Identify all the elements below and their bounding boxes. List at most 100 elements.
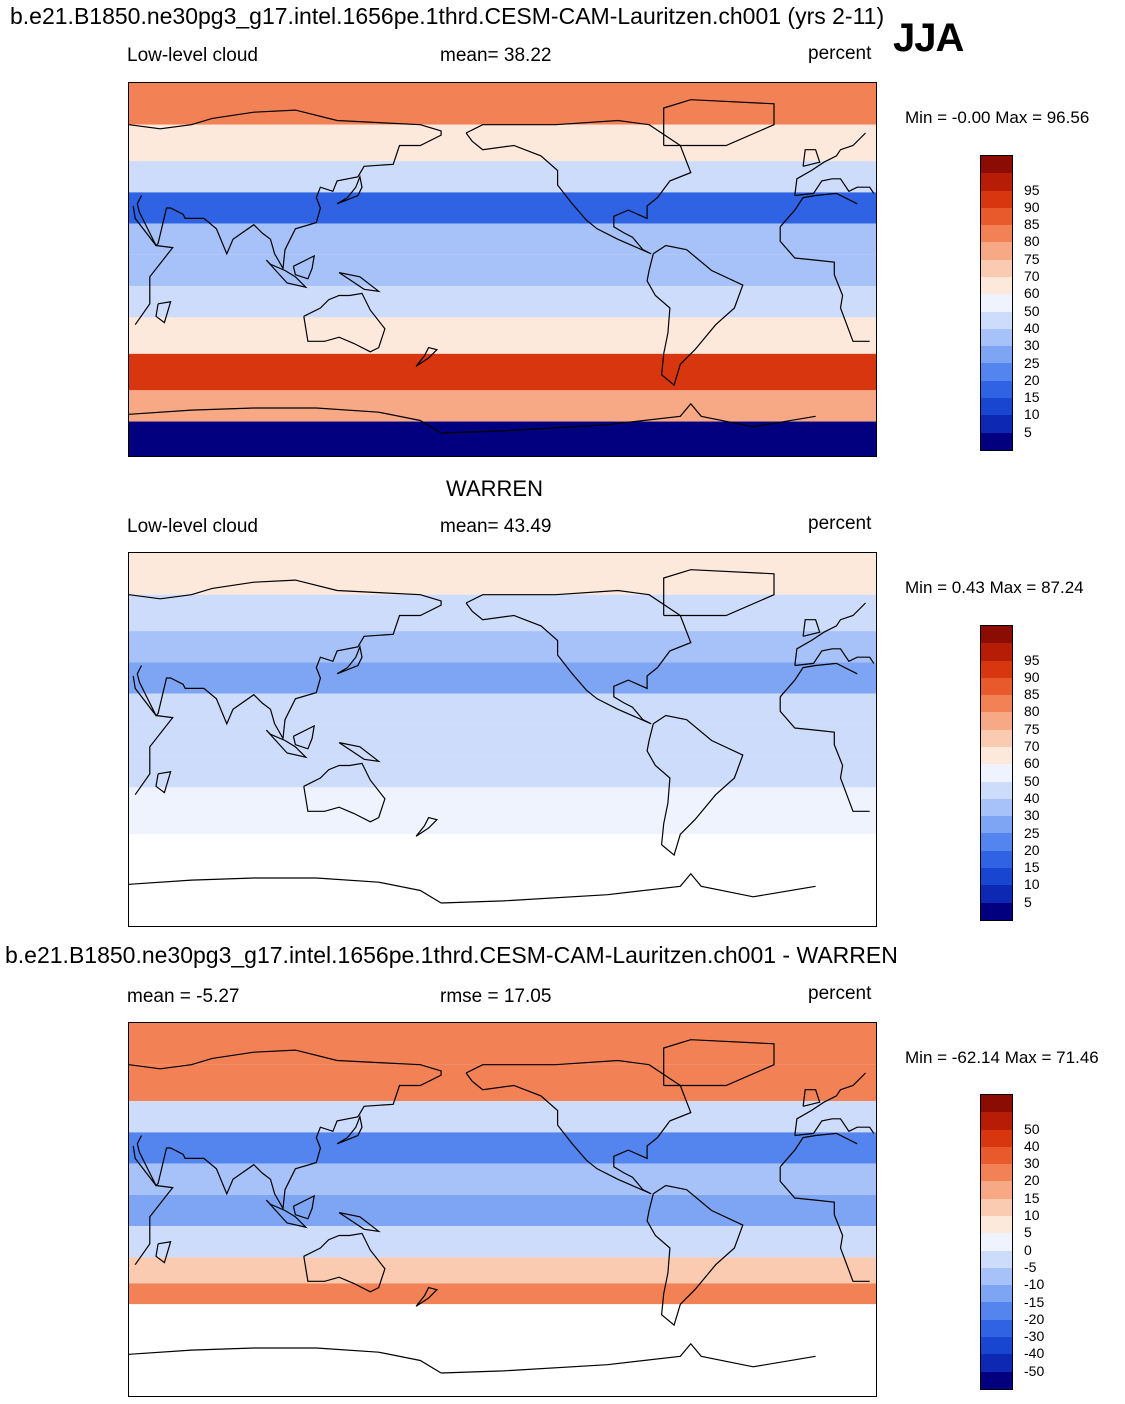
colorbar-segment xyxy=(981,1164,1012,1182)
colorbar-segment xyxy=(981,242,1012,260)
colorbar-segment xyxy=(981,1267,1012,1286)
colorbar-segment xyxy=(981,833,1012,851)
colorbar-tick-label: 20 xyxy=(1024,1172,1040,1189)
lat-band xyxy=(129,1257,876,1284)
coastline xyxy=(265,259,308,289)
coastline xyxy=(265,729,308,759)
coastline xyxy=(338,272,381,293)
coastline xyxy=(465,119,692,255)
lat-band xyxy=(129,124,876,162)
colorbar-tick-label: -40 xyxy=(1024,1345,1045,1362)
colorbar-tick-label: 10 xyxy=(1024,406,1040,423)
panel1-variable-label: Low-level cloud xyxy=(127,45,258,66)
lat-band xyxy=(129,286,876,318)
colorbar-tick-label: 30 xyxy=(1024,807,1040,824)
panel2-variable-label: Low-level cloud xyxy=(127,516,258,537)
colorbar-segment xyxy=(981,397,1012,416)
colorbar-segment xyxy=(981,902,1012,920)
colorbar-tick-label: 90 xyxy=(1024,668,1040,685)
panel1-map xyxy=(128,82,877,457)
lat-band xyxy=(129,1194,876,1227)
colorbar-tick-label: 30 xyxy=(1024,337,1040,354)
colorbar-segment xyxy=(981,781,1012,799)
panel1-units: percent xyxy=(808,43,872,64)
coastline xyxy=(802,619,821,637)
colorbar-tick-label: 15 xyxy=(1024,859,1040,876)
colorbar-segment xyxy=(981,207,1012,226)
coastline xyxy=(292,254,315,280)
colorbar-tick-label: -15 xyxy=(1024,1293,1045,1310)
colorbar-segment xyxy=(981,1181,1012,1199)
colorbar-segment xyxy=(981,1198,1012,1216)
colorbar-tick-label: -50 xyxy=(1024,1362,1045,1379)
lat-band xyxy=(129,1226,876,1258)
colorbar-segment xyxy=(981,1095,1012,1113)
colorbar-tick-label: 70 xyxy=(1024,738,1040,755)
lat-band xyxy=(129,192,876,224)
panel2-mean: mean= 43.49 xyxy=(440,516,552,537)
lat-band xyxy=(129,317,876,354)
panel3-rmse: rmse = 17.05 xyxy=(440,986,552,1007)
colorbar-segment xyxy=(981,712,1012,730)
coastline xyxy=(303,1232,386,1293)
colorbar-segment xyxy=(981,816,1012,834)
coastline xyxy=(132,1132,870,1282)
lat-band xyxy=(129,254,876,287)
coastline xyxy=(155,1241,172,1264)
coastline xyxy=(646,1184,744,1327)
panel2-minmax: Min = 0.43 Max = 87.24 xyxy=(905,578,1084,597)
colorbar-tick-label: -5 xyxy=(1024,1258,1037,1275)
coastline xyxy=(338,742,381,763)
panel3-map xyxy=(128,1022,877,1397)
colorbar-segment xyxy=(981,190,1012,208)
colorbar-tick-label: 60 xyxy=(1024,755,1040,772)
lat-band xyxy=(129,83,876,125)
colorbar-tick-label: 10 xyxy=(1024,1207,1040,1224)
coastline xyxy=(132,662,870,812)
colorbar-tick-label: 95 xyxy=(1024,651,1040,668)
lat-band xyxy=(129,1023,876,1065)
colorbar-segment xyxy=(981,677,1012,696)
coastline xyxy=(802,149,821,167)
lat-band xyxy=(129,390,876,422)
coastline xyxy=(663,569,775,617)
colorbar-segment xyxy=(981,415,1012,433)
colorbar-segment xyxy=(981,1371,1012,1389)
lat-band xyxy=(129,353,876,391)
missing-data-region xyxy=(129,1304,876,1396)
coastline xyxy=(465,589,692,725)
colorbar-tick-label: 85 xyxy=(1024,216,1040,233)
colorbar-tick-label: 25 xyxy=(1024,824,1040,841)
panel1-mean: mean= 38.22 xyxy=(440,45,552,66)
coastline xyxy=(303,292,386,353)
colorbar-segment xyxy=(981,1112,1012,1130)
coastline xyxy=(129,1049,875,1211)
colorbar-segment xyxy=(981,643,1012,661)
colorbar-tick-label: 40 xyxy=(1024,789,1040,806)
colorbar-tick-label: 20 xyxy=(1024,841,1040,858)
panel3-colorbar xyxy=(980,1094,1013,1390)
obs-title: WARREN xyxy=(446,476,543,501)
panel1-map-svg xyxy=(129,83,876,456)
colorbar-tick-label: 30 xyxy=(1024,1155,1040,1172)
panel2-map xyxy=(128,552,877,927)
coastline xyxy=(646,244,744,387)
colorbar-segment xyxy=(981,1302,1012,1320)
coastline xyxy=(336,1114,363,1145)
colorbar-segment xyxy=(981,328,1012,347)
colorbar-tick-label: 15 xyxy=(1024,389,1040,406)
colorbar-tick-label: -20 xyxy=(1024,1310,1045,1327)
colorbar-tick-label: 75 xyxy=(1024,250,1040,267)
coastline xyxy=(415,346,439,367)
coastline xyxy=(155,301,172,324)
panel1-minmax: Min = -0.00 Max = 96.56 xyxy=(905,108,1090,127)
lat-band xyxy=(129,161,876,193)
colorbar-segment xyxy=(981,294,1012,312)
season-label: JJA xyxy=(893,16,964,60)
colorbar-tick-label: 40 xyxy=(1024,1137,1040,1154)
colorbar-segment xyxy=(981,276,1012,295)
colorbar-segment xyxy=(981,363,1012,381)
colorbar-segment xyxy=(981,729,1012,747)
coastline xyxy=(129,579,875,741)
coastline xyxy=(292,1194,315,1220)
